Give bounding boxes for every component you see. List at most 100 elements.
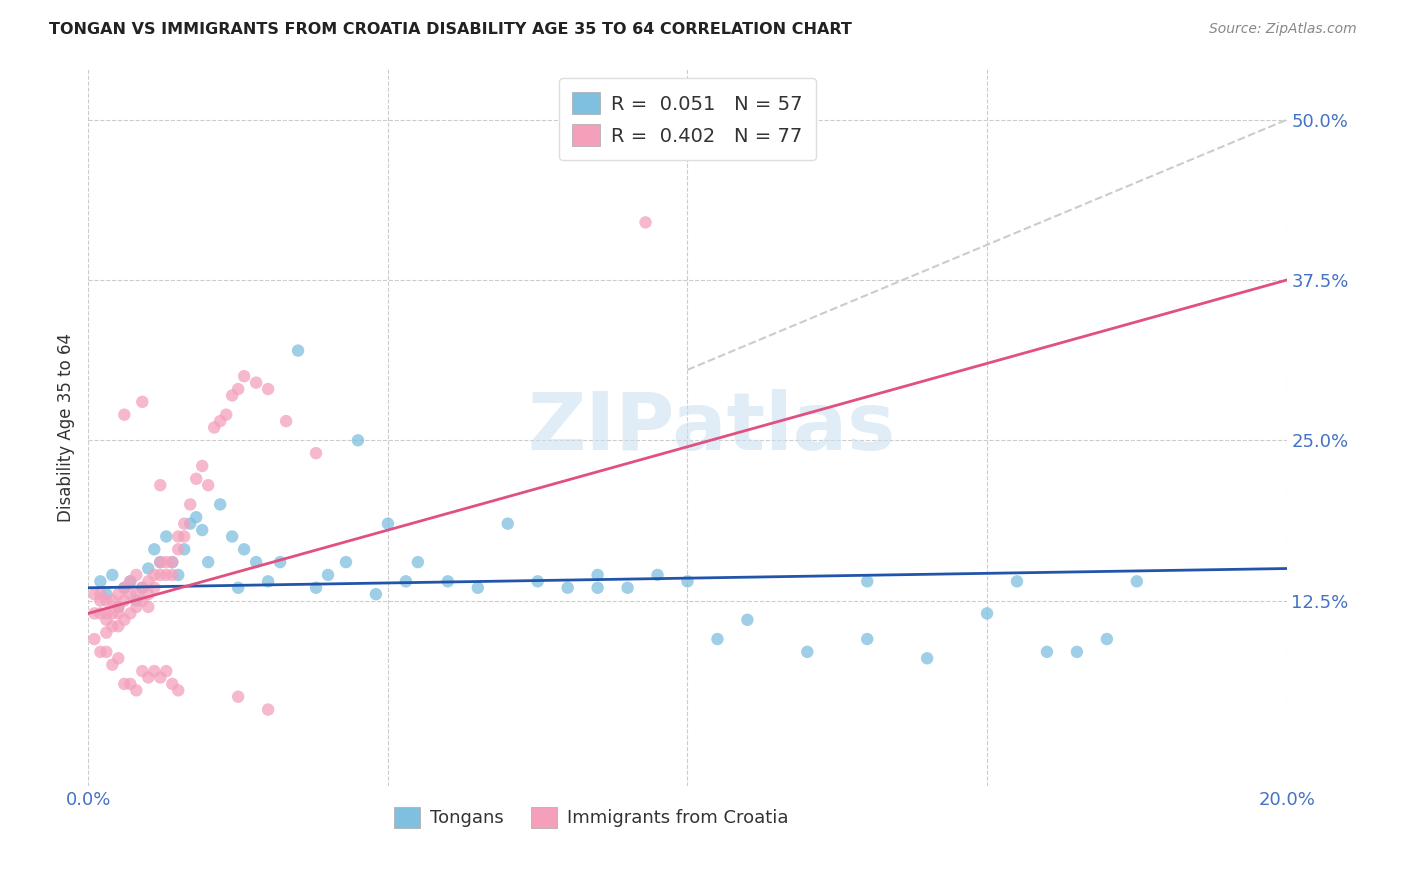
Point xyxy=(96,607,118,621)
Point xyxy=(96,613,118,627)
Point xyxy=(162,568,184,582)
Point xyxy=(112,677,135,691)
Point xyxy=(915,651,938,665)
Point xyxy=(112,613,135,627)
Text: Source: ZipAtlas.com: Source: ZipAtlas.com xyxy=(1209,22,1357,37)
Point xyxy=(257,574,280,589)
Point xyxy=(136,574,159,589)
Point xyxy=(107,619,129,633)
Point xyxy=(209,414,232,428)
Point xyxy=(112,593,135,607)
Point xyxy=(221,529,243,543)
Point xyxy=(131,581,153,595)
Point xyxy=(89,574,111,589)
Text: TONGAN VS IMMIGRANTS FROM CROATIA DISABILITY AGE 35 TO 64 CORRELATION CHART: TONGAN VS IMMIGRANTS FROM CROATIA DISABI… xyxy=(49,22,852,37)
Point xyxy=(96,645,118,659)
Point xyxy=(120,574,142,589)
Point xyxy=(96,625,118,640)
Point xyxy=(586,581,609,595)
Point xyxy=(155,529,177,543)
Point xyxy=(287,343,309,358)
Point xyxy=(634,215,657,229)
Point xyxy=(136,671,159,685)
Point xyxy=(1126,574,1149,589)
Point xyxy=(197,555,219,569)
Point xyxy=(143,568,166,582)
Point xyxy=(221,388,243,402)
Point xyxy=(257,382,280,396)
Point xyxy=(496,516,519,531)
Point xyxy=(155,568,177,582)
Point xyxy=(347,434,370,448)
Point xyxy=(155,555,177,569)
Point xyxy=(557,581,579,595)
Point xyxy=(395,574,418,589)
Point xyxy=(467,581,489,595)
Point xyxy=(269,555,291,569)
Point xyxy=(197,478,219,492)
Point xyxy=(335,555,357,569)
Point xyxy=(179,516,201,531)
Point xyxy=(616,581,638,595)
Point xyxy=(186,510,208,524)
Legend: Tongans, Immigrants from Croatia: Tongans, Immigrants from Croatia xyxy=(387,799,796,835)
Point xyxy=(274,414,297,428)
Point xyxy=(101,593,124,607)
Point xyxy=(125,599,148,614)
Point xyxy=(101,607,124,621)
Point xyxy=(437,574,460,589)
Point xyxy=(167,542,190,557)
Point xyxy=(1066,645,1088,659)
Point xyxy=(173,529,195,543)
Point xyxy=(107,599,129,614)
Point xyxy=(125,593,148,607)
Point xyxy=(149,671,172,685)
Point xyxy=(856,574,879,589)
Point xyxy=(377,516,399,531)
Point xyxy=(526,574,548,589)
Point xyxy=(173,542,195,557)
Point xyxy=(167,529,190,543)
Point xyxy=(245,555,267,569)
Point xyxy=(101,619,124,633)
Point xyxy=(120,587,142,601)
Point xyxy=(1036,645,1059,659)
Point xyxy=(89,593,111,607)
Point xyxy=(131,593,153,607)
Point xyxy=(1005,574,1028,589)
Point xyxy=(131,581,153,595)
Point xyxy=(89,645,111,659)
Point xyxy=(107,651,129,665)
Point xyxy=(83,632,105,646)
Point xyxy=(149,555,172,569)
Point xyxy=(167,683,190,698)
Point xyxy=(83,587,105,601)
Point xyxy=(202,420,225,434)
Point xyxy=(131,395,153,409)
Point xyxy=(179,497,201,511)
Point xyxy=(155,664,177,678)
Point xyxy=(245,376,267,390)
Point xyxy=(796,645,818,659)
Point xyxy=(226,581,249,595)
Point xyxy=(647,568,669,582)
Point xyxy=(737,613,759,627)
Point xyxy=(83,607,105,621)
Point xyxy=(89,607,111,621)
Point xyxy=(125,683,148,698)
Point xyxy=(107,587,129,601)
Point xyxy=(125,568,148,582)
Point xyxy=(976,607,998,621)
Point xyxy=(162,555,184,569)
Point xyxy=(305,446,328,460)
Point xyxy=(125,587,148,601)
Point xyxy=(226,690,249,704)
Point xyxy=(96,593,118,607)
Point xyxy=(316,568,339,582)
Point xyxy=(136,561,159,575)
Point xyxy=(191,458,214,473)
Point xyxy=(112,581,135,595)
Point xyxy=(186,472,208,486)
Point xyxy=(226,382,249,396)
Point xyxy=(676,574,699,589)
